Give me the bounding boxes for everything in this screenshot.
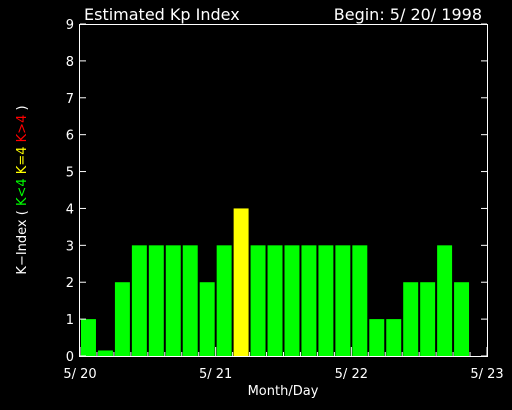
- x-tick-label-2: 5/ 22: [335, 367, 368, 382]
- bar-0: [81, 319, 96, 356]
- y-tick-label-4: 4: [66, 202, 74, 217]
- y-tick-label-1: 1: [66, 313, 74, 328]
- y-axis: 0 1 2 3 4 5 6 7 8 9: [66, 18, 487, 365]
- y-axis-title-suffix: ): [15, 105, 30, 110]
- bar-10: [250, 245, 266, 356]
- bar-1: [97, 350, 113, 356]
- bar-16: [352, 245, 368, 356]
- y-tick-label-9: 9: [66, 18, 74, 33]
- y-tick-label-7: 7: [66, 92, 74, 107]
- bar-5: [165, 245, 181, 356]
- bar-7: [199, 282, 215, 356]
- bar-9: [233, 208, 249, 356]
- bar-12: [284, 245, 300, 356]
- bar-13: [301, 245, 317, 356]
- y-tick-label-3: 3: [66, 239, 74, 254]
- y-tick-label-8: 8: [66, 55, 74, 70]
- y-axis-title-prefix: K−Index (: [15, 210, 30, 274]
- bar-11: [267, 245, 283, 356]
- y-axis-title-mid: K=4: [15, 146, 30, 174]
- y-axis-title: K−Index ( K<4 K=4 K>4 ): [15, 105, 30, 274]
- y-axis-title-low: K<4: [15, 178, 30, 206]
- x-tick-label-0: 5/ 20: [63, 367, 96, 382]
- x-axis-title: Month/Day: [248, 384, 319, 399]
- bar-19: [403, 282, 419, 356]
- bar-3: [131, 245, 147, 356]
- bar-21: [437, 245, 453, 356]
- y-tick-label-2: 2: [66, 276, 74, 291]
- bar-15: [335, 245, 351, 356]
- chart-title: Estimated Kp Index: [84, 5, 240, 24]
- bar-18: [386, 319, 402, 356]
- x-axis: 5/ 20 5/ 21 5/ 22 5/ 23: [63, 347, 504, 382]
- bar-2: [114, 282, 130, 356]
- begin-date-label: Begin: 5/ 20/ 1998: [334, 5, 482, 24]
- bar-8: [216, 245, 232, 356]
- bar-22: [454, 282, 470, 356]
- y-tick-label-0: 0: [66, 350, 74, 365]
- bars-group: [81, 208, 470, 356]
- y-tick-label-6: 6: [66, 129, 74, 144]
- x-tick-label-3: 5/ 23: [470, 367, 503, 382]
- y-tick-label-5: 5: [66, 166, 74, 181]
- bar-17: [369, 319, 385, 356]
- bar-20: [420, 282, 436, 356]
- bar-14: [318, 245, 334, 356]
- bar-4: [148, 245, 164, 356]
- bar-6: [182, 245, 198, 356]
- x-tick-label-1: 5/ 21: [199, 367, 232, 382]
- y-axis-title-high: K>4: [15, 115, 30, 143]
- plot-frame: [79, 24, 488, 357]
